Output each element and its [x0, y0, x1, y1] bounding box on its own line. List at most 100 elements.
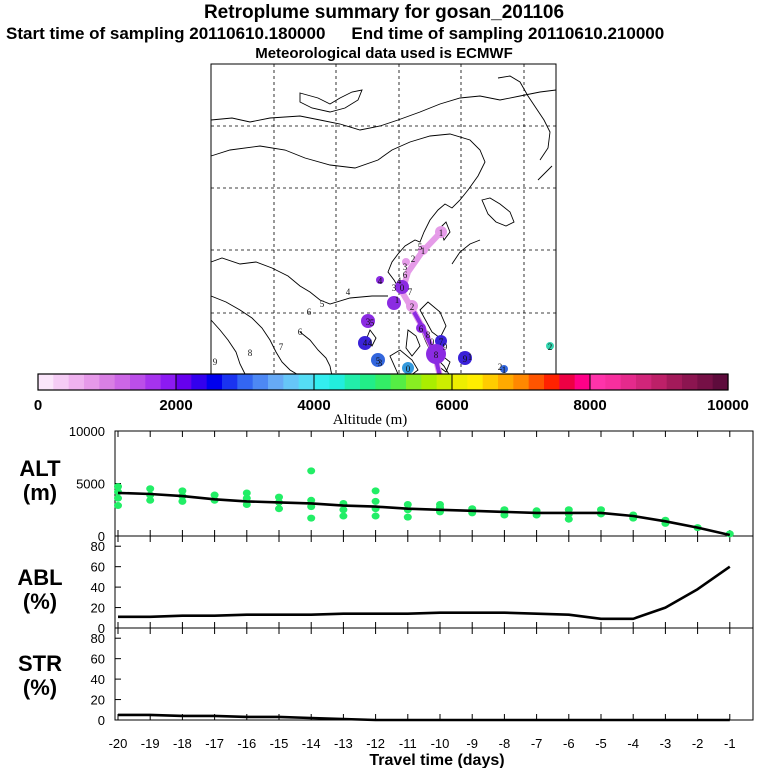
x-tick-label: -12 [366, 736, 385, 751]
plume-marker [418, 245, 428, 255]
y-tick-label: 20 [91, 693, 105, 708]
map-day-label: 9 [463, 354, 468, 364]
map-day-label: 4 [397, 276, 402, 286]
alt-scatter-point [242, 489, 251, 497]
map-day-label: 1 [439, 228, 444, 238]
map-gridlines [211, 64, 556, 376]
alt-scatter-point [307, 467, 316, 475]
map-day-label: 5 [418, 242, 423, 252]
colorbar-cell [605, 374, 622, 390]
map-day-label: 7 [279, 342, 284, 352]
map-day-label: 9 [213, 357, 218, 367]
colorbar-cell [145, 374, 162, 390]
plume-track-lower [412, 311, 442, 377]
str-label-top: STR [18, 651, 62, 676]
colorbar-cell [222, 374, 238, 390]
y-tick-label: 60 [91, 560, 105, 575]
map-day-label: 0 [406, 364, 411, 374]
alt-scatter-point [371, 487, 380, 495]
x-tick-label: -16 [237, 736, 256, 751]
abl-label-bottom: (%) [23, 589, 57, 614]
plume-marker [406, 300, 418, 312]
colorbar-cell [38, 374, 54, 390]
colorbar-tick-label: 10000 [707, 397, 749, 414]
alt-scatter-point [371, 497, 380, 505]
alt-scatter-point [178, 497, 187, 505]
plume-marker [546, 342, 554, 350]
colorbar-tick-label: 4000 [297, 397, 330, 414]
colorbar-cell [99, 374, 116, 390]
x-tick-label: -4 [627, 736, 639, 751]
map-day-label: 9 [443, 342, 448, 352]
map-day-label: 4 [346, 287, 351, 297]
colorbar-cell [574, 374, 591, 390]
map-day-label: 0 [430, 337, 435, 347]
x-tick-label: -1 [724, 736, 736, 751]
map-day-label: 7 [408, 287, 413, 297]
colorbar-cell [344, 374, 361, 390]
x-axis-label: Travel time (days) [369, 752, 504, 768]
colorbar-cell [421, 374, 438, 390]
alt-scatter-point [146, 496, 155, 504]
colorbar-cell [482, 374, 499, 390]
str-panel-frame [114, 627, 754, 721]
y-tick-label: 80 [91, 539, 105, 554]
colorbar-cell [682, 374, 698, 390]
y-tick-label: 0 [98, 713, 105, 728]
map-day-label: 6 [419, 324, 424, 334]
map-day-label: 1 [395, 295, 400, 305]
colorbar-cell [160, 374, 177, 390]
colorbar-cell [712, 374, 729, 390]
colorbar-cell [84, 374, 100, 390]
alt-scatter-point [114, 483, 122, 491]
map-day-label: 5 [376, 356, 381, 366]
alt-label-top: ALT [19, 456, 61, 481]
str-line [118, 713, 730, 722]
colorbar-cell [666, 374, 683, 390]
x-tick-label: -20 [109, 736, 128, 751]
alt-scatter-point [307, 503, 316, 511]
x-tick-label: -19 [141, 736, 160, 751]
colorbar-cell [360, 374, 376, 390]
map-day-label: 3 [366, 317, 371, 327]
plume-marker [358, 336, 372, 350]
map-day-label: 5 [320, 299, 325, 309]
colorbar-cell [467, 374, 484, 390]
altitude-colorbar: 0 2000 4000 6000 8000 10000 Altitude (m) [34, 373, 749, 428]
colorbar-cell [436, 374, 453, 390]
map-day-label: 6 [307, 307, 312, 317]
colorbar-cell [498, 374, 514, 390]
map-day-label: 7 [439, 337, 444, 347]
alt-scatter-point [275, 493, 283, 501]
colorbar-tick-label: 0 [34, 397, 42, 414]
y-tick-label: 10000 [69, 424, 105, 439]
x-tick-label: -7 [531, 736, 543, 751]
map-day-label: 8 [426, 330, 431, 340]
alt-scatter-point [564, 515, 573, 523]
plume-marker [416, 323, 426, 333]
map-day-label: 2 [411, 254, 416, 264]
x-tick-label: -17 [205, 736, 224, 751]
str-label-bottom: (%) [23, 675, 57, 700]
x-tick-label: -11 [399, 736, 417, 751]
x-tick-label: -6 [563, 736, 575, 751]
alt-scatter-point [403, 513, 412, 521]
plume-marker [500, 365, 508, 373]
abl-panel-frame [114, 535, 754, 629]
map-day-label: 2 [410, 302, 415, 312]
plume-marker [402, 362, 414, 374]
map-day-label: 1 [502, 365, 507, 375]
map-day-label: 2 [498, 362, 503, 372]
x-axis-ticks: -20 -19 -18 -17 -16 -15 -14 -13 -12 -11 -10 -9 -8 -7 -… [109, 431, 736, 751]
plume-marker [435, 226, 447, 238]
colorbar-cell [697, 374, 714, 390]
colorbar-cell [329, 374, 346, 390]
alt-scatter-point [114, 494, 122, 502]
colorbar-cell [375, 374, 392, 390]
colorbar-cell [298, 374, 315, 390]
map-day-label: 1 [468, 352, 473, 362]
plume-marker [395, 280, 409, 294]
